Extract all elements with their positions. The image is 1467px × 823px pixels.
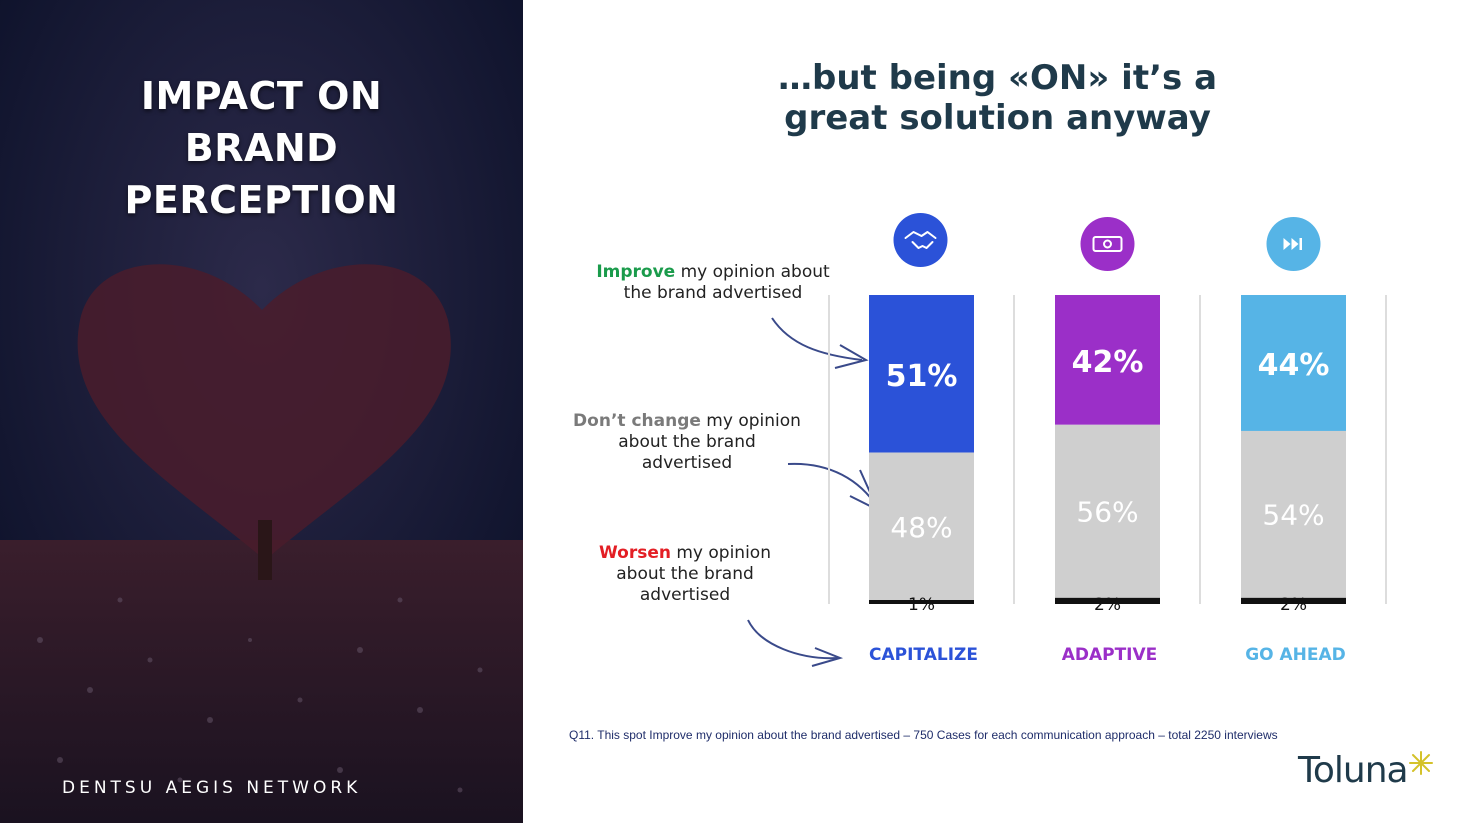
label-improve: 44% (1258, 348, 1330, 383)
money-coin-shape (1103, 239, 1112, 249)
fast-forward-shape (1283, 238, 1299, 250)
legend-nochange-text: my opinion (700, 411, 801, 431)
logo-star-icon (1409, 751, 1433, 775)
legend-worsen-text-2: about the brand (616, 564, 754, 584)
legend-worsen-text: my opinion (670, 543, 771, 563)
legend-nochange-text-2: about the brand (618, 432, 756, 452)
handshake-icon (893, 213, 948, 267)
heart-tree-background (0, 0, 523, 823)
arrow-improve-head (834, 344, 869, 369)
arrow-worsen-head (811, 647, 844, 667)
separators (828, 295, 1387, 604)
legend-nochange-keyword: Don’t change (573, 411, 701, 431)
category-icons (893, 213, 1321, 271)
fast-forward-icon (1266, 217, 1321, 271)
label-improve: 42% (1072, 345, 1144, 380)
bar-nochange-go-ahead (1241, 430, 1346, 598)
label-nochange: 48% (890, 511, 952, 544)
fast-forward-bar-shape (1299, 238, 1302, 250)
legend-nochange-text-3: advertised (641, 453, 733, 473)
label-improve: 51% (886, 359, 958, 394)
bar-worsen-adaptive (1055, 597, 1160, 604)
title-line: BRAND (184, 126, 339, 170)
legend-improve-text: my opinion about (675, 262, 830, 282)
bar-improve-go-ahead (1241, 295, 1346, 431)
label-worsen: 2% (1280, 595, 1307, 615)
footnote: Q11. This spot Improve my opinion about … (569, 728, 1278, 742)
label-nochange: 54% (1262, 498, 1324, 531)
title-line: PERCEPTION (124, 178, 399, 222)
headline-line-2: great solution anyway (784, 98, 1211, 138)
bar-worsen-go-ahead (1241, 597, 1346, 604)
label-nochange: 56% (1076, 495, 1138, 528)
legend-nochange: Don’t change my opinion about the brand … (572, 411, 802, 474)
network-label: DENTSU AEGIS NETWORK (62, 778, 362, 798)
bar-worsen-capitalize (869, 600, 974, 604)
handshake-shape (904, 231, 937, 249)
label-worsen: 2% (1094, 595, 1121, 615)
category-label: CAPITALIZE (869, 645, 978, 665)
legend-worsen: Worsen my opinion about the brand advert… (585, 543, 785, 606)
money-shape (1092, 236, 1123, 252)
legend-arrows (747, 317, 881, 667)
category-label: GO AHEAD (1245, 645, 1346, 665)
icon-circle (1080, 217, 1135, 271)
legend-worsen-text-3: advertised (639, 585, 731, 605)
label-worsen: 1% (908, 595, 935, 615)
legend-improve: Improve my opinion about the brand adver… (588, 262, 838, 304)
money-icon (1080, 217, 1135, 271)
slide-title: IMPACT ON BRAND PERCEPTION (0, 70, 523, 226)
icon-circle (893, 213, 948, 267)
title-line: IMPACT ON (140, 74, 383, 118)
legend-worsen-keyword: Worsen (599, 543, 671, 563)
arrow-worsen (747, 619, 839, 660)
bar-nochange-adaptive (1055, 424, 1160, 598)
legend-improve-keyword: Improve (596, 262, 676, 282)
headline-line-1: …but being «ON» it’s a (777, 58, 1218, 98)
category-label: ADAPTIVE (1062, 645, 1158, 665)
bar-improve-adaptive (1055, 295, 1160, 425)
bars: 51% 48% 1% CAPITALIZE 42% 56% 2% ADAPTIVE 44% 54%… (869, 295, 1346, 665)
bar-nochange-capitalize (869, 452, 974, 601)
toluna-logo: Toluna (1298, 750, 1409, 791)
arrow-nochange (787, 462, 879, 509)
legend-improve-text-2: the brand advertised (623, 283, 803, 303)
bar-improve-capitalize (869, 295, 974, 453)
left-panel: IMPACT ON BRAND PERCEPTION DENTSU AEGIS … (0, 0, 523, 823)
headline: …but being «ON» it’s a great solution an… (760, 58, 1235, 138)
arrow-improve (771, 317, 863, 361)
